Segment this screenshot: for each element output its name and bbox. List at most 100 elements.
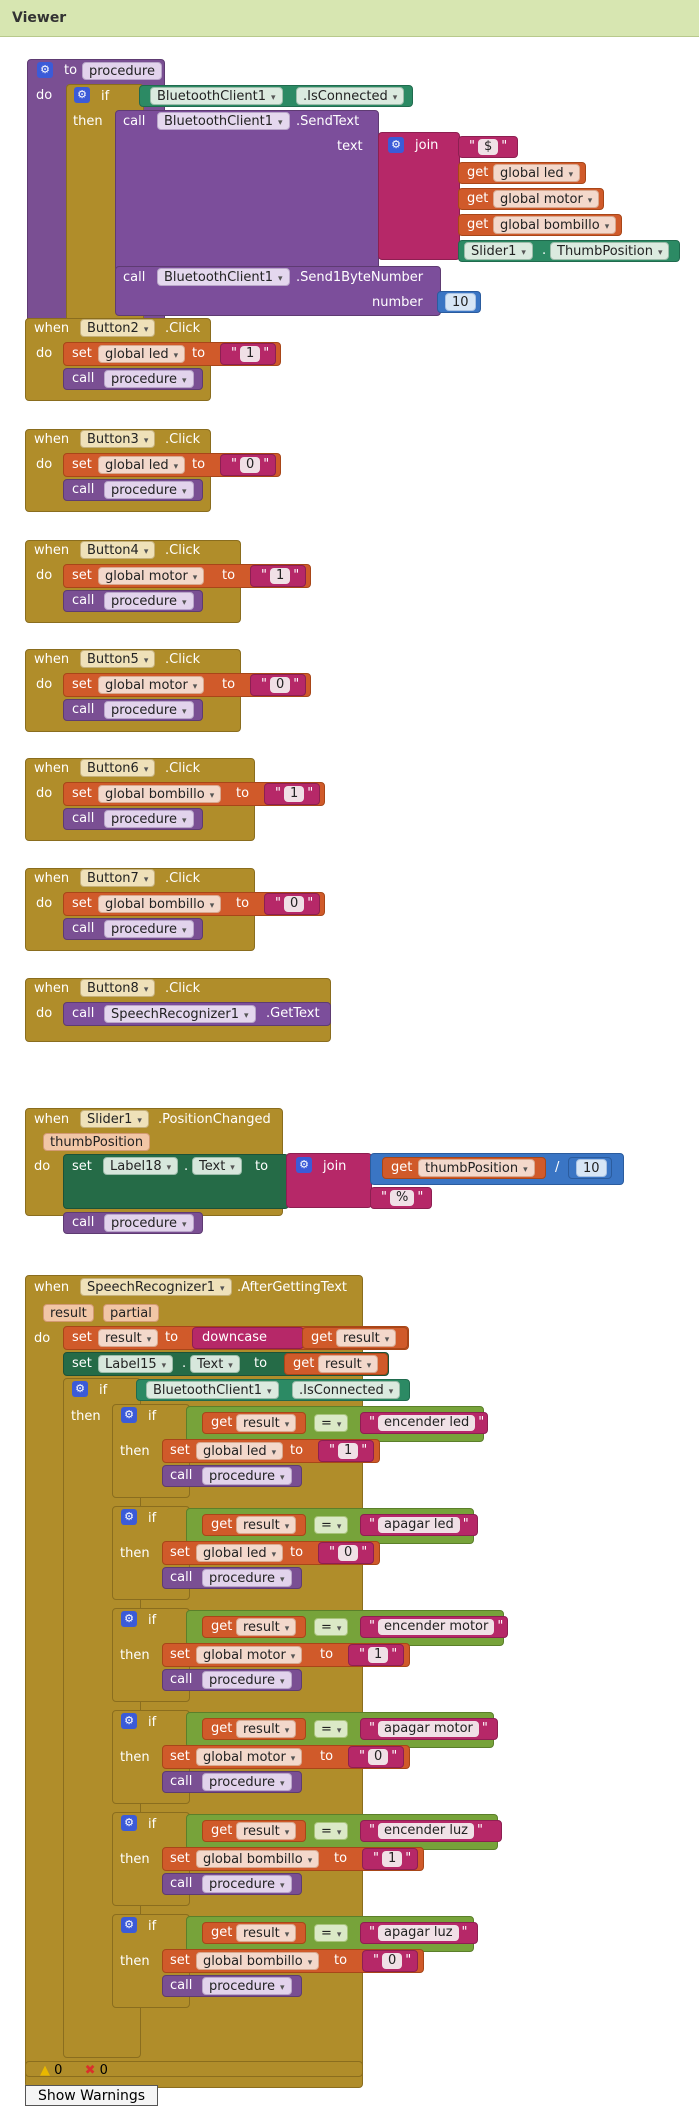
value-string[interactable]: " 1 " — [359, 1647, 398, 1663]
command-string[interactable]: " apagar motor " — [369, 1721, 488, 1737]
value-string[interactable]: " 0 " — [231, 457, 270, 473]
command-string[interactable]: " encender luz " — [369, 1823, 483, 1839]
bluetooth-component-dropdown-4[interactable]: BluetoothClient1 ▾ — [146, 1381, 279, 1399]
variable-dropdown[interactable]: global bombillo ▾ — [98, 895, 222, 913]
command-string[interactable]: " encender motor " — [369, 1619, 504, 1635]
value-string[interactable]: " 1 " — [275, 786, 314, 802]
button-component-dropdown[interactable]: Button7 ▾ — [80, 869, 156, 887]
value-string[interactable]: " 0 " — [329, 1545, 368, 1561]
button-component-dropdown[interactable]: Button6 ▾ — [80, 759, 156, 777]
percent-string[interactable]: "% " — [381, 1190, 424, 1206]
variable-dropdown-bombillo[interactable]: global bombillo ▾ — [493, 216, 617, 234]
value-string[interactable]: " 0 " — [275, 896, 314, 912]
if-mutator-gear-icon[interactable]: ⚙ — [121, 1611, 137, 1627]
command-string[interactable]: " apagar led " — [369, 1517, 469, 1533]
if-mutator-gear-icon[interactable]: ⚙ — [121, 1713, 137, 1729]
number-field-10[interactable]: 10 — [445, 293, 476, 311]
value-string[interactable]: " 0 " — [261, 677, 300, 693]
equals-operator-dropdown[interactable]: = ▾ — [314, 1414, 349, 1432]
label18-component-dropdown[interactable]: Label18 ▾ — [103, 1157, 179, 1175]
variable-dropdown-motor[interactable]: global motor ▾ — [493, 190, 600, 208]
value-string[interactable]: " 0 " — [359, 1749, 398, 1765]
text-property-dropdown[interactable]: Text ▾ — [192, 1157, 242, 1175]
variable-dropdown-result[interactable]: result ▾ — [336, 1329, 397, 1347]
command-string[interactable]: " apagar luz " — [369, 1925, 468, 1941]
button-component-dropdown[interactable]: Button2 ▾ — [80, 319, 156, 337]
label15-component-dropdown[interactable]: Label15 ▾ — [98, 1355, 174, 1373]
text-property-dropdown[interactable]: Text ▾ — [190, 1355, 240, 1373]
equals-operator-dropdown[interactable]: = ▾ — [314, 1720, 349, 1738]
variable-dropdown-result[interactable]: result ▾ — [236, 1822, 297, 1840]
blocks-workspace[interactable]: ⚙ to procedure do ⚙ if BluetoothClient1 ▾… — [0, 37, 699, 2128]
value-string[interactable]: " 1 " — [329, 1443, 368, 1459]
join-mutator-gear-icon[interactable]: ⚙ — [296, 1157, 312, 1173]
variable-dropdown[interactable]: global bombillo ▾ — [98, 785, 222, 803]
speech-component-dropdown[interactable]: SpeechRecognizer1 ▾ — [80, 1278, 232, 1296]
procedure-dropdown[interactable]: procedure ▾ — [202, 1773, 292, 1791]
variable-dropdown[interactable]: global motor ▾ — [196, 1646, 303, 1664]
button-component-dropdown[interactable]: Button8 ▾ — [80, 979, 156, 997]
result-param[interactable]: result — [43, 1304, 94, 1322]
if-mutator-gear-icon[interactable]: ⚙ — [72, 1381, 88, 1397]
thumb-position-property-dropdown[interactable]: ThumbPosition ▾ — [550, 242, 670, 260]
procedure-dropdown[interactable]: procedure ▾ — [104, 370, 194, 388]
button-component-dropdown[interactable]: Button3 ▾ — [80, 430, 156, 448]
speech-component-dropdown[interactable]: SpeechRecognizer1 ▾ — [104, 1005, 256, 1023]
procedure-dropdown[interactable]: procedure ▾ — [104, 592, 194, 610]
send-text-call-block[interactable] — [115, 110, 379, 272]
command-string[interactable]: " encender led " — [369, 1415, 485, 1431]
variable-dropdown[interactable]: global motor ▾ — [98, 676, 205, 694]
value-string[interactable]: " 0 " — [373, 1953, 412, 1969]
equals-operator-dropdown[interactable]: = ▾ — [314, 1516, 349, 1534]
variable-dropdown[interactable]: global motor ▾ — [98, 567, 205, 585]
is-connected-property-dropdown[interactable]: .IsConnected ▾ — [292, 1381, 401, 1399]
if-mutator-gear-icon[interactable]: ⚙ — [121, 1815, 137, 1831]
variable-dropdown-result[interactable]: result ▾ — [236, 1414, 297, 1432]
variable-dropdown-result[interactable]: result ▾ — [98, 1329, 159, 1347]
mutator-gear-icon[interactable]: ⚙ — [37, 62, 53, 78]
procedure-dropdown[interactable]: procedure ▾ — [202, 1671, 292, 1689]
thumb-position-param[interactable]: thumbPosition — [43, 1133, 151, 1151]
join-mutator-gear-icon[interactable]: ⚙ — [388, 137, 404, 153]
procedure-dropdown[interactable]: procedure ▾ — [202, 1569, 292, 1587]
variable-dropdown[interactable]: global motor ▾ — [196, 1748, 303, 1766]
variable-dropdown-thumb-position[interactable]: thumbPosition ▾ — [418, 1159, 535, 1177]
slider-component-dropdown-2[interactable]: Slider1 ▾ — [80, 1110, 149, 1128]
partial-param[interactable]: partial — [103, 1304, 159, 1322]
procedure-dropdown[interactable]: procedure ▾ — [104, 810, 194, 828]
equals-operator-dropdown[interactable]: = ▾ — [314, 1924, 349, 1942]
variable-dropdown-led[interactable]: global led ▾ — [493, 164, 581, 182]
procedure-name-field[interactable]: procedure — [82, 62, 162, 80]
variable-dropdown[interactable]: global bombillo ▾ — [196, 1952, 320, 1970]
variable-dropdown[interactable]: global bombillo ▾ — [196, 1850, 320, 1868]
procedure-dropdown[interactable]: procedure ▾ — [104, 920, 194, 938]
variable-dropdown-result[interactable]: result ▾ — [236, 1516, 297, 1534]
variable-dropdown[interactable]: global led ▾ — [98, 456, 186, 474]
variable-dropdown[interactable]: global led ▾ — [98, 345, 186, 363]
variable-dropdown-result[interactable]: result ▾ — [318, 1355, 379, 1373]
procedure-dropdown[interactable]: procedure ▾ — [104, 481, 194, 499]
slider-component-dropdown[interactable]: Slider1 ▾ — [464, 242, 533, 260]
if-mutator-gear-icon[interactable]: ⚙ — [121, 1509, 137, 1525]
equals-operator-dropdown[interactable]: = ▾ — [314, 1822, 349, 1840]
variable-dropdown[interactable]: global led ▾ — [196, 1442, 284, 1460]
button-component-dropdown[interactable]: Button4 ▾ — [80, 541, 156, 559]
variable-dropdown[interactable]: global led ▾ — [196, 1544, 284, 1562]
if-mutator-gear-icon[interactable]: ⚙ — [121, 1917, 137, 1933]
value-string[interactable]: " 1 " — [261, 568, 300, 584]
variable-dropdown-result[interactable]: result ▾ — [236, 1618, 297, 1636]
if-mutator-gear-icon[interactable]: ⚙ — [74, 87, 90, 103]
dollar-string[interactable]: " $ " — [469, 139, 508, 155]
is-connected-property-dropdown[interactable]: .IsConnected ▾ — [296, 87, 405, 105]
join-block[interactable] — [378, 132, 460, 260]
procedure-dropdown[interactable]: procedure ▾ — [104, 701, 194, 719]
variable-dropdown-result[interactable]: result ▾ — [236, 1720, 297, 1738]
number-field-10[interactable]: 10 — [576, 1159, 607, 1177]
bluetooth-component-dropdown[interactable]: BluetoothClient1 ▾ — [150, 87, 283, 105]
show-warnings-button[interactable]: Show Warnings — [25, 2085, 158, 2106]
procedure-dropdown[interactable]: procedure ▾ — [104, 1214, 194, 1232]
variable-dropdown-result[interactable]: result ▾ — [236, 1924, 297, 1942]
bluetooth-component-dropdown-2[interactable]: BluetoothClient1 ▾ — [157, 112, 290, 130]
button-component-dropdown[interactable]: Button5 ▾ — [80, 650, 156, 668]
value-string[interactable]: " 1 " — [231, 346, 270, 362]
